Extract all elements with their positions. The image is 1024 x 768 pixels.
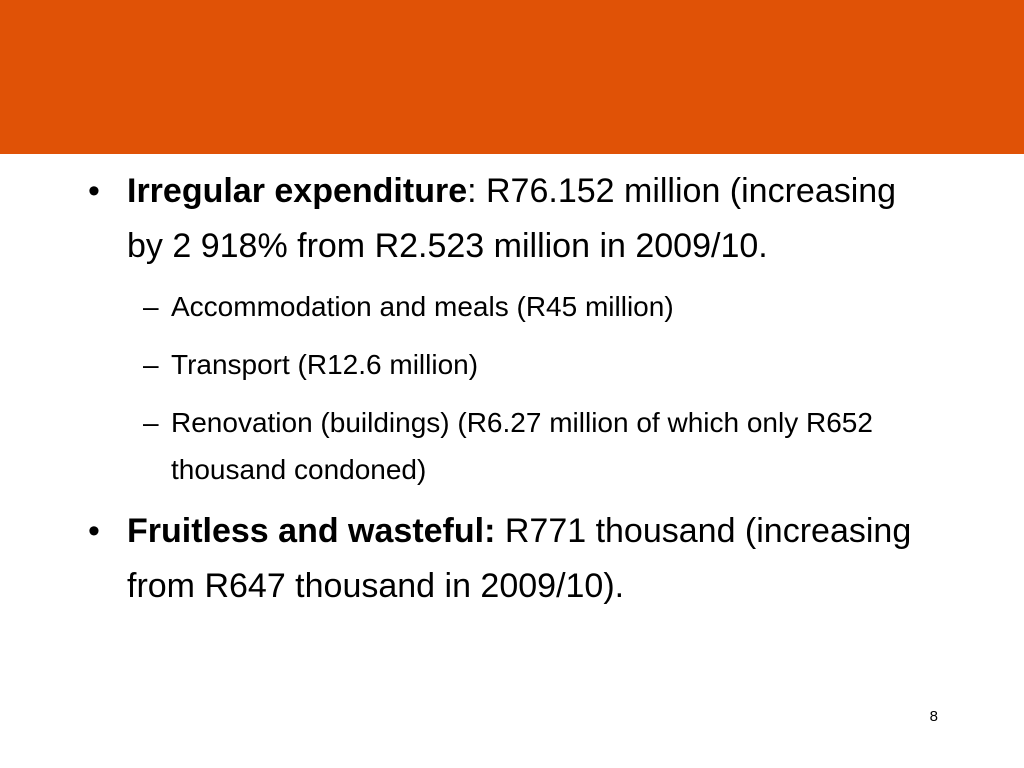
bullet-irregular-expenditure: • Irregular expenditure: R76.152 million…: [0, 164, 1024, 274]
dash-icon: –: [143, 407, 159, 438]
sub-item-text: Accommodation and meals (R45 million): [171, 291, 674, 322]
sub-list: – Accommodation and meals (R45 million) …: [0, 283, 1024, 493]
sub-item-transport: – Transport (R12.6 million): [0, 341, 1024, 388]
dash-icon: –: [143, 291, 159, 322]
sub-item-accommodation: – Accommodation and meals (R45 million): [0, 283, 1024, 330]
bullet-icon: •: [88, 172, 100, 210]
dash-icon: –: [143, 349, 159, 380]
bullet-heading: Fruitless and wasteful:: [127, 512, 496, 550]
sub-item-text: Transport (R12.6 million): [171, 349, 479, 380]
bullet-text: : R76.152 million (increasing by 2 918% …: [127, 172, 897, 265]
sub-item-text: Renovation (buildings) (R6.27 million of…: [171, 407, 873, 485]
header-band: [0, 0, 1024, 154]
bullet-text: R771 thousand (increasing from R647 thou…: [127, 512, 912, 605]
slide-number: 8: [929, 708, 938, 725]
slide-content: • Irregular expenditure: R76.152 million…: [0, 164, 1024, 614]
bullet-icon: •: [88, 512, 100, 550]
sub-item-renovation: – Renovation (buildings) (R6.27 million …: [0, 399, 1024, 493]
bullet-fruitless-wasteful: • Fruitless and wasteful: R771 thousand …: [0, 504, 1024, 614]
bullet-heading: Irregular expenditure: [127, 172, 468, 210]
